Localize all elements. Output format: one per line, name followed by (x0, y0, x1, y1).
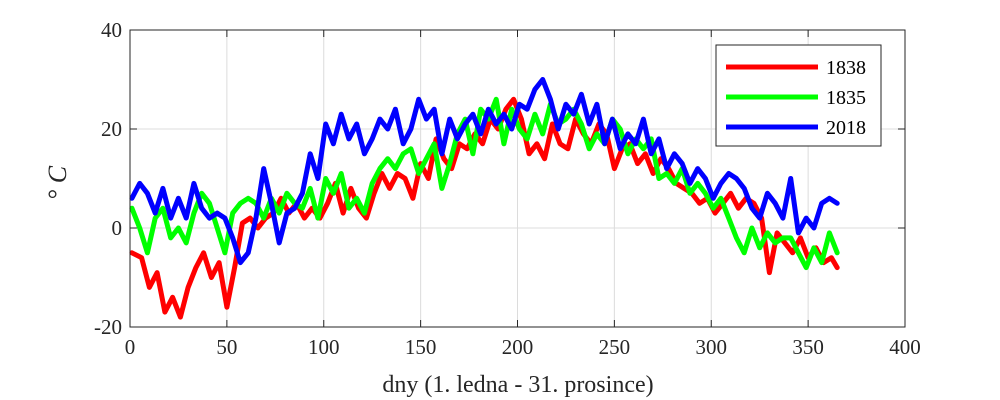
x-tick-labels: 0 50 100 150 200 250 300 350 400 (125, 335, 921, 359)
axis-ticks (129, 29, 906, 328)
x-tick-label: 100 (308, 335, 340, 359)
y-tick-label: 0 (112, 216, 123, 240)
series-line-2018 (129, 77, 840, 266)
x-tick-label: 50 (216, 335, 237, 359)
x-tick-label: 300 (696, 335, 728, 359)
x-tick-label: 200 (502, 335, 534, 359)
y-tick-label: 20 (101, 117, 122, 141)
y-tick-labels: -20 0 20 40 (94, 18, 122, 339)
legend: 1838 1835 2018 (715, 44, 882, 147)
y-axis-title: ° C (43, 165, 72, 200)
y-tick-label: 40 (101, 18, 122, 42)
x-tick-label: 250 (599, 335, 631, 359)
x-tick-label: 150 (405, 335, 437, 359)
legend-label-1838: 1838 (826, 57, 866, 79)
y-tick-label: -20 (94, 315, 122, 339)
x-tick-label: 0 (125, 335, 136, 359)
x-tick-label: 350 (792, 335, 824, 359)
data-series (129, 77, 840, 320)
x-tick-label: 400 (889, 335, 921, 359)
legend-label-1835: 1835 (826, 87, 866, 109)
legend-label-2018: 2018 (826, 117, 866, 139)
x-axis-title: dny (1. ledna - 31. prosince) (382, 372, 653, 398)
